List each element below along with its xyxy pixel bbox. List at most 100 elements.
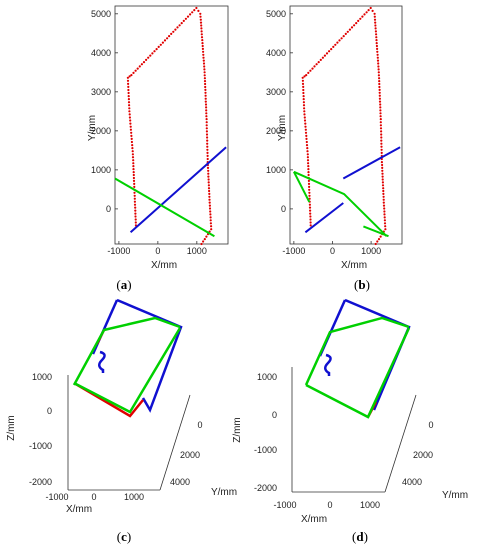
panel-a-red-point <box>174 28 177 31</box>
panel-a-red-point <box>204 91 207 94</box>
panel-b-red-point <box>382 204 386 207</box>
panel-b-y-tick-label: 5000 <box>266 9 286 19</box>
panel-a-red-point <box>204 94 207 97</box>
panel-a-red-point <box>208 198 211 201</box>
panel-a-red-point <box>134 206 137 209</box>
panel-a-red-point <box>130 74 133 77</box>
panel-d-x-tick-m1000: -1000 <box>273 500 296 510</box>
panel-a-red-point <box>182 19 185 22</box>
panel-b-red-point <box>306 153 309 156</box>
panel-a-red-point <box>133 194 136 197</box>
panel-a-red-point <box>202 53 205 56</box>
panel-b-red-point <box>307 165 310 168</box>
panel-d-green-upper <box>304 316 410 386</box>
panel-b-red-point <box>375 36 378 39</box>
panel-b-red-point <box>346 30 349 33</box>
panel-a-red-point <box>204 85 207 89</box>
panel-b-red-point <box>379 235 382 238</box>
panel-c-blue-hook <box>98 350 106 373</box>
panel-b-red-point <box>381 163 384 167</box>
panel-b-red-point <box>375 39 378 42</box>
panel-a-red-point <box>200 30 203 33</box>
panel-a-red-point <box>200 242 203 246</box>
panel-a-red-point <box>189 13 192 16</box>
panel-b-red-point <box>308 206 312 209</box>
panel-b-red-point <box>307 168 310 171</box>
panel-a-red-point <box>205 118 208 121</box>
panel-a-red-point <box>206 142 209 145</box>
panel-b-red-point <box>304 131 308 134</box>
panel-a-red-point <box>130 137 133 140</box>
panel-c-z-tick-1000: 1000 <box>32 372 52 382</box>
panel-a-red-point <box>132 171 135 174</box>
panel-b-red-point <box>355 22 358 25</box>
panel-a-red-point <box>199 21 203 24</box>
panel-b-red-point <box>379 127 383 130</box>
panel-c-y-axis-label: Y/mm <box>211 487 237 498</box>
panel-d-y-tick-0: 0 <box>428 420 433 430</box>
panel-a-y-tick-label: 4000 <box>91 48 111 58</box>
panel-a-red-point <box>134 215 137 218</box>
panel-b-red-point <box>377 68 380 71</box>
panel-a-red-point <box>132 165 135 168</box>
panel-b-red-point <box>307 71 310 74</box>
panel-a-red-point <box>205 121 208 124</box>
panel-a-red-point <box>206 154 209 157</box>
panel-a-red-point <box>199 15 202 18</box>
panel-a-red-point <box>159 43 162 46</box>
panel-b-red-point <box>377 65 380 68</box>
panel-a-red-point <box>136 67 139 70</box>
panel-b-x-axis-label: X/mm <box>341 260 367 271</box>
panel-b-red-point <box>381 169 384 172</box>
panel-a-red-point <box>166 37 169 40</box>
panel-a-red-point <box>145 58 148 62</box>
panel-b-red-point <box>379 121 382 124</box>
panel-a-red-point <box>209 210 212 213</box>
panel-b-red-point <box>377 74 380 77</box>
panel-d: 1000 0 -1000 -2000 Z/mm -1000 0 1000 X/m… <box>232 298 468 544</box>
panel-b-y-axis-label: Y/mm <box>277 115 288 141</box>
panel-b-red-point <box>384 228 387 231</box>
panel-b-red-point <box>369 6 372 10</box>
panel-b-series-line-2 <box>342 146 401 180</box>
panel-a-red-point <box>170 32 173 36</box>
panel-b-red-point <box>378 97 381 100</box>
panel-a-red-point <box>204 100 207 103</box>
panel-a-red-point <box>142 61 146 64</box>
panel-c-z-tick-m2000: -2000 <box>29 477 52 487</box>
panel-b-red-point <box>377 71 380 74</box>
panel-b-red-point <box>302 88 305 92</box>
panel-b-red-point <box>378 77 381 80</box>
panel-b-red-point <box>332 45 335 49</box>
panel-b-red-point <box>313 65 316 68</box>
panel-b-y-tick-label: 2000 <box>266 126 286 136</box>
panel-b-red-point <box>378 80 381 83</box>
panel-b-red-point <box>377 62 380 65</box>
panel-c-x-tick-m1000: -1000 <box>45 492 68 502</box>
panel-b-red-point <box>302 95 305 98</box>
panel-b-red-point <box>308 188 311 191</box>
panel-a-red-point <box>129 119 132 122</box>
panel-a-red-point <box>204 88 207 91</box>
panel-a-red-point <box>128 116 131 119</box>
panel-b-caption: (b) <box>354 277 370 292</box>
panel-b-red-point <box>374 242 377 246</box>
panel-a-red-point <box>132 179 136 182</box>
panel-b-red-point <box>379 103 382 106</box>
panel-a-red-point <box>205 124 208 127</box>
panel-a-red-point <box>208 195 211 198</box>
panel-a-red-point <box>207 187 211 190</box>
panel-a-red-point <box>131 153 134 156</box>
panel-a-red-point <box>163 39 167 42</box>
panel-a-red-point <box>133 182 136 185</box>
panel-b-red-point <box>344 32 347 36</box>
panel-b-red-point <box>302 101 305 104</box>
panel-b-red-point <box>303 75 306 78</box>
panel-a-red-point <box>134 212 137 215</box>
panel-b-y-tick-label: 4000 <box>266 48 286 58</box>
panel-a-red-point <box>209 216 212 219</box>
panel-a-red-point <box>140 63 143 66</box>
panel-a-red-point <box>129 125 132 128</box>
panel-a-x-tick-label: 0 <box>155 246 160 256</box>
panel-b-y-tick-label: 0 <box>281 204 286 214</box>
